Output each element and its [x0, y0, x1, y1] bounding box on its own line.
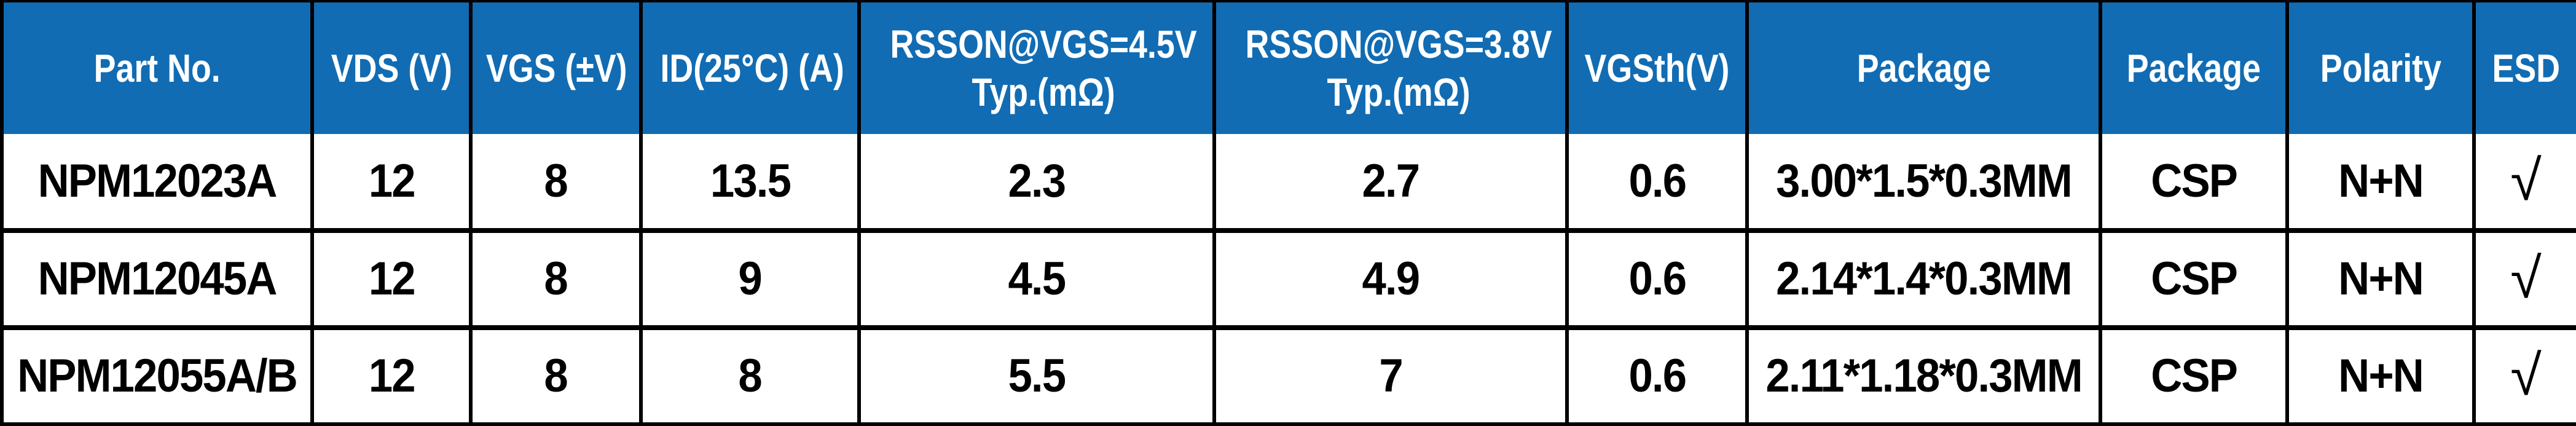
cell-rsson-3v8: 4.9	[1212, 228, 1569, 328]
cell-id-25c: 13.5	[639, 134, 861, 231]
cell-rsson-4v5: 4.5	[857, 228, 1216, 328]
rsson-3v8-value: 2.7	[1362, 155, 1421, 208]
cell-part-no: NPM12045A	[0, 228, 314, 328]
cell-rsson-3v8: 2.7	[1212, 134, 1569, 231]
cell-vgs: 8	[469, 134, 643, 231]
rsson-3v8-value: 7	[1379, 350, 1403, 403]
column-header-rsson-3v8: RSSON@VGS=3.8V Typ.(mΩ)	[1212, 1, 1569, 134]
column-header-polarity: Polarity	[2285, 1, 2476, 134]
vgsth-value: 0.6	[1628, 350, 1687, 403]
esd-check-mark: √	[2510, 149, 2542, 213]
esd-check-mark: √	[2510, 247, 2542, 310]
column-header-id-25c: ID(25°C) (A)	[639, 1, 861, 134]
id-value: 8	[738, 350, 763, 403]
column-header-label: Package	[2126, 45, 2261, 90]
column-header-esd: ESD	[2472, 1, 2576, 134]
cell-part-no: NPM12055A/B	[0, 325, 314, 424]
cell-vds: 12	[310, 228, 473, 328]
cell-rsson-3v8: 7	[1212, 325, 1569, 424]
polarity-value: N+N	[2338, 253, 2424, 306]
cell-package-size: 3.00*1.5*0.3MM	[1745, 134, 2102, 231]
id-value: 13.5	[710, 155, 791, 208]
table-header: Part No. VDS (V) VGS (±V) ID(25°C) (A) R…	[0, 1, 2576, 134]
rsson-4v5-value: 5.5	[1008, 350, 1067, 403]
column-header-package-type: Package	[2099, 1, 2289, 134]
cell-id-25c: 8	[639, 325, 861, 424]
column-header-label: VGSth(V)	[1584, 45, 1730, 90]
rsson-3v8-value: 4.9	[1362, 253, 1421, 306]
cell-vgs: 8	[469, 325, 643, 424]
cell-package-size: 2.14*1.4*0.3MM	[1745, 228, 2102, 328]
rsson-4v5-value: 4.5	[1008, 253, 1067, 306]
esd-check-mark: √	[2510, 344, 2542, 408]
cell-polarity: N+N	[2285, 228, 2476, 328]
cell-esd: √	[2472, 325, 2576, 424]
part-no-value: NPM12055A/B	[17, 350, 298, 403]
part-no-value: NPM12023A	[37, 155, 278, 208]
column-header-vds: VDS (V)	[310, 1, 473, 134]
header-row: Part No. VDS (V) VGS (±V) ID(25°C) (A) R…	[0, 1, 2576, 134]
column-header-part-no: Part No.	[0, 1, 314, 134]
cell-vgsth: 0.6	[1565, 325, 1749, 424]
vgs-value: 8	[544, 350, 568, 403]
table-row: NPM12055A/B 12 8 8 5.5 7 0.6 2.11*1.18*0…	[0, 325, 2576, 424]
package-size-value: 2.14*1.4*0.3MM	[1776, 253, 2073, 306]
column-header-label: ESD	[2492, 45, 2560, 90]
column-header-vgsth: VGSth(V)	[1565, 1, 1749, 134]
vgs-value: 8	[544, 253, 568, 306]
column-header-label: Package	[1856, 45, 1991, 90]
polarity-value: N+N	[2338, 155, 2424, 208]
table-body: NPM12023A 12 8 13.5 2.3 2.7 0.6 3.00*1.5…	[0, 134, 2576, 424]
polarity-value: N+N	[2338, 350, 2424, 403]
column-header-label: RSSON@VGS=4.5V Typ.(mΩ)	[890, 22, 1197, 114]
column-header-label: VGS (±V)	[485, 45, 627, 90]
package-type-value: CSP	[2151, 253, 2238, 306]
cell-package-size: 2.11*1.18*0.3MM	[1745, 325, 2102, 424]
cell-polarity: N+N	[2285, 325, 2476, 424]
column-header-label: ID(25°C) (A)	[660, 45, 844, 90]
cell-package-type: CSP	[2099, 228, 2289, 328]
part-no-value: NPM12045A	[37, 253, 278, 306]
column-header-package-size: Package	[1745, 1, 2102, 134]
cell-esd: √	[2472, 228, 2576, 328]
cell-id-25c: 9	[639, 228, 861, 328]
vds-value: 12	[368, 253, 416, 306]
table-row: NPM12023A 12 8 13.5 2.3 2.7 0.6 3.00*1.5…	[0, 134, 2576, 231]
package-size-value: 2.11*1.18*0.3MM	[1765, 350, 2083, 403]
cell-rsson-4v5: 5.5	[857, 325, 1216, 424]
column-header-label: RSSON@VGS=3.8V Typ.(mΩ)	[1245, 22, 1552, 114]
vgsth-value: 0.6	[1628, 155, 1687, 208]
vds-value: 12	[368, 155, 416, 208]
package-type-value: CSP	[2151, 350, 2238, 403]
column-header-vgs: VGS (±V)	[469, 1, 643, 134]
cell-esd: √	[2472, 134, 2576, 231]
package-size-value: 3.00*1.5*0.3MM	[1776, 155, 2073, 208]
vds-value: 12	[368, 350, 416, 403]
rsson-4v5-value: 2.3	[1008, 155, 1067, 208]
cell-package-type: CSP	[2099, 325, 2289, 424]
cell-vds: 12	[310, 325, 473, 424]
vgs-value: 8	[544, 155, 568, 208]
cell-rsson-4v5: 2.3	[857, 134, 1216, 231]
cell-package-type: CSP	[2099, 134, 2289, 231]
table-row: NPM12045A 12 8 9 4.5 4.9 0.6 2.14*1.4*0.…	[0, 228, 2576, 328]
vgsth-value: 0.6	[1628, 253, 1687, 306]
column-header-rsson-4v5: RSSON@VGS=4.5V Typ.(mΩ)	[857, 1, 1216, 134]
column-header-label: VDS (V)	[331, 45, 452, 90]
cell-vgsth: 0.6	[1565, 134, 1749, 231]
cell-vds: 12	[310, 134, 473, 231]
id-value: 9	[738, 253, 763, 306]
column-header-label: Part No.	[93, 45, 221, 90]
cell-vgs: 8	[469, 228, 643, 328]
cell-part-no: NPM12023A	[0, 134, 314, 231]
column-header-label: Polarity	[2320, 45, 2441, 90]
cell-polarity: N+N	[2285, 134, 2476, 231]
cell-vgsth: 0.6	[1565, 228, 1749, 328]
package-type-value: CSP	[2151, 155, 2238, 208]
